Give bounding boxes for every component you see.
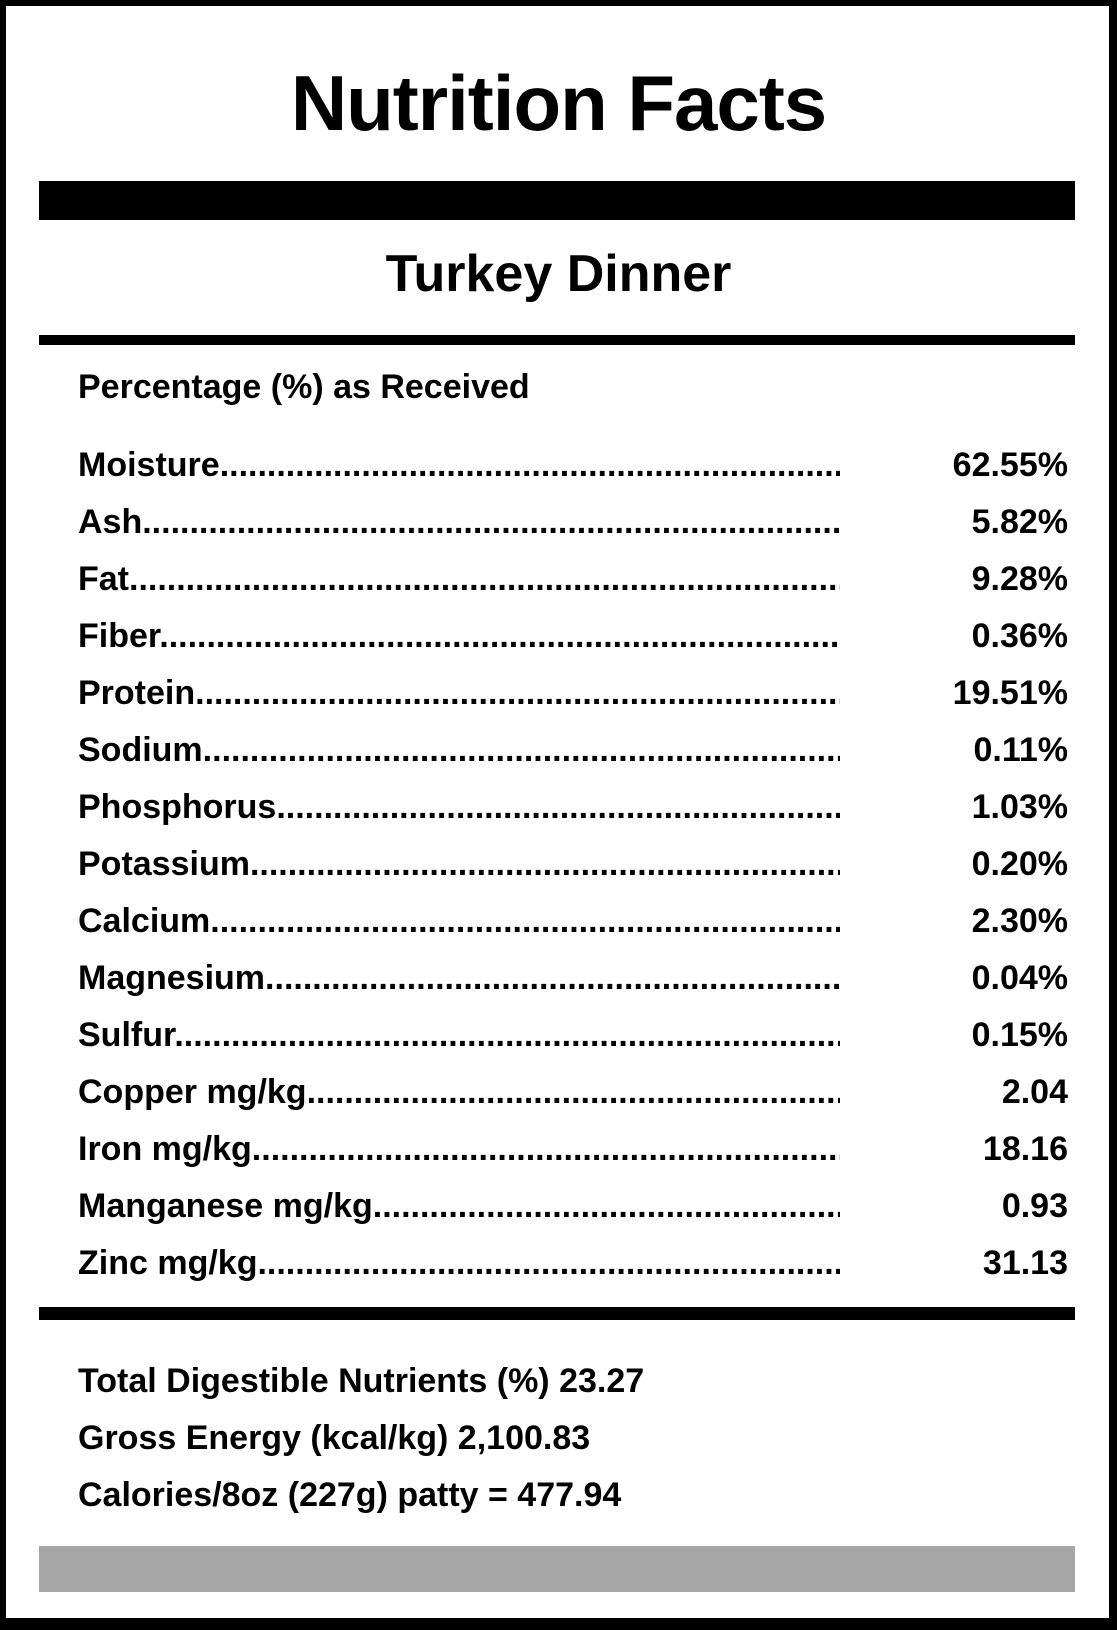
dot-leader: ........................................… [195,674,840,712]
nutrient-label: Copper mg/kg............................… [78,1073,840,1112]
nutrient-label: Sulfur..................................… [78,1016,840,1055]
nutrient-name: Zinc mg/kg [78,1244,258,1282]
dot-leader: ........................................… [210,902,840,940]
dot-leader: ........................................… [251,1130,840,1168]
nutrient-label: Calcium.................................… [78,902,840,941]
dot-leader: ........................................… [249,845,840,883]
nutrient-value: 1.03% [971,788,1068,826]
nutrient-name: Ash [78,503,143,541]
nutrient-row: Magnesium...............................… [78,950,1068,1007]
nutrient-row: Manganese mg/kg.........................… [78,1178,1068,1235]
dot-leader: ........................................… [129,560,840,598]
nutrient-row: Ash.....................................… [78,494,1068,551]
nutrient-value: 0.36% [971,617,1068,655]
nutrient-name: Calcium [78,902,211,940]
nutrient-row: Sodium..................................… [78,722,1068,779]
label-title: Nutrition Facts [290,59,827,147]
nutrient-name: Moisture [78,446,220,484]
nutrient-value: 18.16 [982,1130,1068,1168]
nutrient-value: 0.15% [971,1016,1068,1054]
nutrient-label: Manganese mg/kg.........................… [78,1187,840,1226]
nutrient-name: Copper mg/kg [78,1073,307,1111]
nutrient-label: Zinc mg/kg..............................… [78,1244,840,1283]
nutrient-name: Phosphorus [78,788,277,826]
dot-leader: ........................................… [174,1016,840,1054]
thick-divider [39,181,1075,220]
divider [39,335,1075,345]
nutrient-name: Sulfur [78,1016,175,1054]
product-name: Turkey Dinner [385,245,732,303]
nutrient-row: Fat.....................................… [78,551,1068,608]
nutrient-name: Fiber [78,617,160,655]
nutrient-label: Fiber...................................… [78,617,840,656]
dot-leader: ........................................… [265,959,840,997]
nutrient-value: 19.51% [952,674,1068,712]
nutrient-value: 0.04% [971,959,1068,997]
dot-leader: ........................................… [257,1244,840,1282]
dot-leader: ........................................… [306,1073,840,1111]
nutrient-row: Protein.................................… [78,665,1068,722]
nutrient-name: Fat [78,560,129,598]
nutrient-label: Fat.....................................… [78,560,840,599]
summary-line: Calories/8oz (227g) patty = 477.94 [78,1476,622,1514]
nutrient-name: Manganese mg/kg [78,1187,373,1225]
nutrient-label: Potassium...............................… [78,845,840,884]
nutrient-row: Moisture................................… [78,437,1068,494]
nutrient-label: Ash.....................................… [78,503,840,542]
nutrient-value: 9.28% [971,560,1068,598]
dot-leader: ........................................… [142,503,840,541]
summary-line: Total Digestible Nutrients (%) 23.27 [78,1362,645,1400]
nutrient-name: Iron mg/kg [78,1130,252,1168]
nutrient-value: 0.93 [1001,1187,1068,1225]
dot-leader: ........................................… [159,617,840,655]
nutrient-row: Iron mg/kg..............................… [78,1121,1068,1178]
nutrient-label: Protein.................................… [78,674,840,713]
nutrient-value: 0.20% [971,845,1068,883]
nutrient-value: 2.04 [1001,1073,1068,1111]
nutrient-name: Sodium [78,731,203,769]
nutrient-row: Calcium.................................… [78,893,1068,950]
heavy-divider [39,1307,1075,1320]
nutrient-label: Iron mg/kg..............................… [78,1130,840,1169]
nutrient-name: Potassium [78,845,250,883]
summary-block: Total Digestible Nutrients (%) 23.27 Gros… [78,1353,644,1524]
summary-line: Gross Energy (kcal/kg) 2,100.83 [78,1419,591,1457]
nutrient-value: 0.11% [973,731,1068,769]
nutrient-row: Potassium...............................… [78,836,1068,893]
dot-leader: ........................................… [219,446,840,484]
nutrient-name: Protein [78,674,196,712]
nutrient-row: Phosphorus..............................… [78,779,1068,836]
nutrient-name: Magnesium [78,959,266,997]
nutrient-row: Fiber...................................… [78,608,1068,665]
nutrient-row: Copper mg/kg............................… [78,1064,1068,1121]
nutrient-row: Sulfur..................................… [78,1007,1068,1064]
footer-bar [39,1546,1075,1592]
nutrient-list: Moisture................................… [78,437,1068,1292]
nutrient-value: 31.13 [982,1244,1068,1282]
section-label: Percentage (%) as Received [78,368,530,406]
nutrient-value: 2.30% [971,902,1068,940]
nutrient-row: Zinc mg/kg..............................… [78,1235,1068,1292]
dot-leader: ........................................… [202,731,840,769]
nutrient-value: 5.82% [971,503,1068,541]
nutrient-value: 62.55% [952,446,1068,484]
dot-leader: ........................................… [372,1187,840,1225]
nutrient-label: Sodium..................................… [78,731,840,770]
nutrient-label: Moisture................................… [78,446,840,485]
nutrient-label: Phosphorus..............................… [78,788,840,827]
dot-leader: ........................................… [276,788,840,826]
nutrient-label: Magnesium...............................… [78,959,840,998]
